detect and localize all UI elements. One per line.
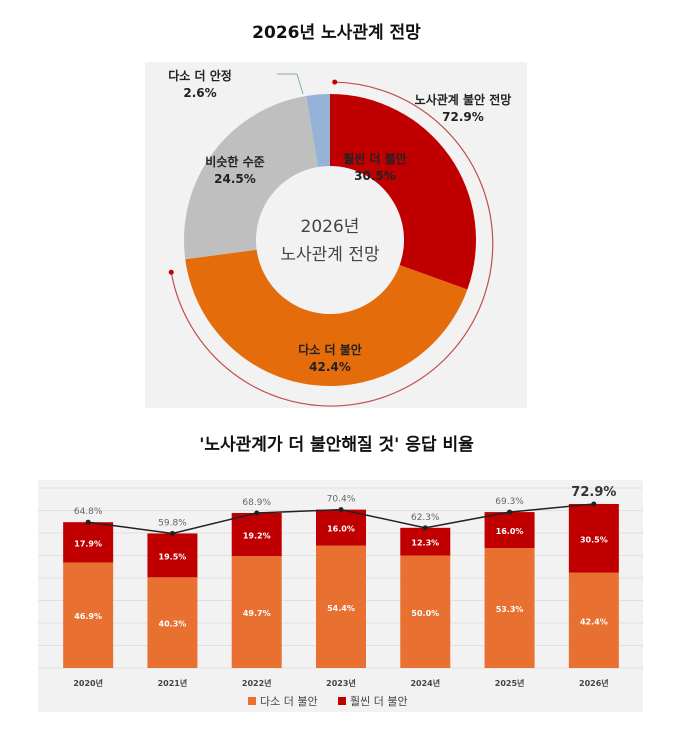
- bar-segment: [147, 533, 198, 578]
- bar-value-label: 50.0%: [411, 609, 439, 618]
- bar-value-label: 17.9%: [74, 539, 102, 548]
- slice-label: 비슷한 수준: [205, 154, 264, 169]
- slice-label: 다소 더 불안: [298, 342, 362, 357]
- legend-swatch: [338, 697, 346, 705]
- bar-chart-title: '노사관계가 더 불안해질 것' 응답 비율: [199, 435, 474, 455]
- bar-segment: [400, 527, 451, 556]
- total-point: [422, 525, 428, 531]
- total-label: 59.8%: [158, 518, 187, 528]
- total-label: 68.9%: [242, 498, 271, 508]
- bar-segment: [568, 503, 619, 573]
- x-tick-label: 2025년: [495, 678, 525, 688]
- legend-swatch: [248, 697, 256, 705]
- bar-value-label: 40.3%: [159, 620, 187, 629]
- bar-segment: [63, 562, 114, 668]
- x-tick-label: 2023년: [326, 678, 356, 688]
- pie-slice: [185, 249, 468, 386]
- bar-value-label: 30.5%: [580, 535, 608, 544]
- total-label: 70.4%: [327, 495, 356, 505]
- bar-value-label: 42.4%: [580, 617, 608, 626]
- bar-segment: [316, 509, 366, 546]
- bar-value-label: 16.0%: [327, 525, 355, 534]
- slice-label: 다소 더 안정: [168, 68, 232, 83]
- bar-value-label: 54.4%: [327, 604, 355, 613]
- bar-segment: [231, 512, 282, 557]
- bar-segment: [316, 545, 366, 668]
- leader-line: [296, 73, 304, 95]
- total-point: [254, 510, 260, 516]
- bar-segment: [231, 556, 282, 668]
- total-point: [85, 519, 91, 525]
- annotation-dot: [332, 79, 338, 85]
- total-point: [591, 501, 597, 507]
- pie-slice: [330, 94, 476, 290]
- bar-value-label: 16.0%: [496, 527, 524, 536]
- bar-segment: [484, 512, 535, 549]
- x-tick-label: 2021년: [158, 678, 188, 688]
- annotation-arc: [170, 81, 494, 407]
- annotation-value: 72.9%: [442, 110, 484, 124]
- bar-value-label: 46.9%: [74, 612, 102, 621]
- bar-segment: [147, 577, 198, 668]
- pie-slice: [306, 94, 330, 167]
- bar-value-label: 12.3%: [411, 539, 439, 548]
- x-tick-label: 2026년: [579, 678, 609, 688]
- slice-label: 훨씬 더 불안: [343, 151, 407, 166]
- bar-value-label: 19.5%: [159, 552, 187, 561]
- bar-value-label: 53.3%: [496, 605, 524, 614]
- x-tick-label: 2022년: [242, 678, 272, 688]
- bar-value-label: 49.7%: [243, 609, 271, 618]
- bar-segment: [63, 522, 114, 563]
- slice-value: 30.5%: [354, 169, 396, 183]
- x-tick-label: 2020년: [73, 678, 103, 688]
- annotation-dot: [168, 269, 174, 275]
- total-label: 62.3%: [411, 513, 440, 523]
- total-label: 72.9%: [571, 485, 616, 500]
- bar-segment: [400, 555, 451, 668]
- slice-value: 2.6%: [183, 86, 216, 100]
- x-tick-label: 2024년: [410, 678, 440, 688]
- total-label: 69.3%: [495, 497, 524, 507]
- pie-chart-title: 2026년 노사관계 전망: [252, 23, 421, 43]
- bar-value-label: 19.2%: [243, 532, 271, 541]
- slice-value: 42.4%: [309, 360, 351, 374]
- bar-segment: [568, 572, 619, 668]
- annotation-label: 노사관계 불안 전망: [415, 92, 512, 107]
- slice-value: 24.5%: [214, 172, 256, 186]
- center-label: 노사관계 전망: [280, 245, 380, 265]
- bar-segment: [484, 548, 535, 668]
- total-point: [338, 507, 344, 513]
- pie-slice: [184, 95, 318, 260]
- bar-chart-panel: 46.9% 17.9% 64.8% 2020년 40.3% 19.5% 59.8% 2021년…: [38, 480, 643, 712]
- legend-label: 다소 더 불안: [260, 695, 318, 708]
- total-label: 64.8%: [74, 507, 103, 517]
- legend-label: 훨씬 더 불안: [350, 695, 408, 708]
- total-point: [507, 509, 513, 515]
- total-point: [169, 530, 175, 536]
- pie-chart-panel: 훨씬 더 불안 30.5% 다소 더 불안 42.4% 비슷한 수준 24.5% 다소 더 …: [145, 62, 527, 408]
- center-label: 2026년: [301, 217, 360, 237]
